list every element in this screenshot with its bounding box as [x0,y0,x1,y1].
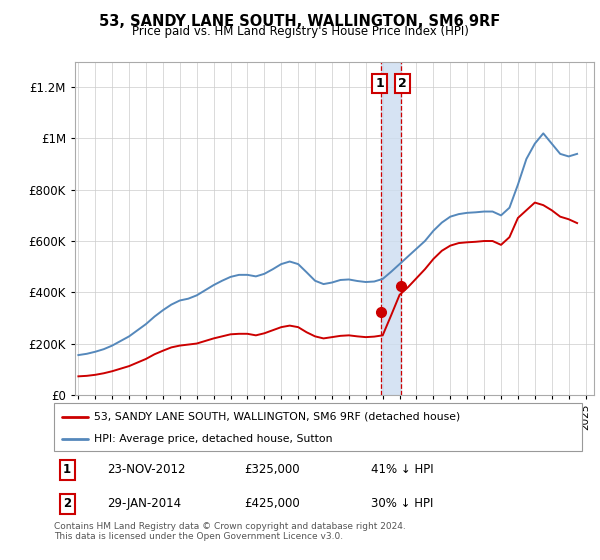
Text: HPI: Average price, detached house, Sutton: HPI: Average price, detached house, Sutt… [94,434,332,444]
FancyBboxPatch shape [54,403,582,451]
Text: 53, SANDY LANE SOUTH, WALLINGTON, SM6 9RF (detached house): 53, SANDY LANE SOUTH, WALLINGTON, SM6 9R… [94,412,460,422]
Text: £325,000: £325,000 [244,463,300,476]
Text: 30% ↓ HPI: 30% ↓ HPI [371,497,433,510]
Text: 2: 2 [63,497,71,510]
Bar [381,62,401,395]
Text: Contains HM Land Registry data © Crown copyright and database right 2024.
This d: Contains HM Land Registry data © Crown c… [54,522,406,542]
Text: 53, SANDY LANE SOUTH, WALLINGTON, SM6 9RF: 53, SANDY LANE SOUTH, WALLINGTON, SM6 9R… [100,14,500,29]
Text: Price paid vs. HM Land Registry's House Price Index (HPI): Price paid vs. HM Land Registry's House … [131,25,469,38]
Text: 23-NOV-2012: 23-NOV-2012 [107,463,185,476]
Text: 1: 1 [63,463,71,476]
Text: 41% ↓ HPI: 41% ↓ HPI [371,463,433,476]
Text: 1: 1 [375,77,384,90]
Text: 29-JAN-2014: 29-JAN-2014 [107,497,181,510]
Text: 2: 2 [398,77,407,90]
Text: £425,000: £425,000 [244,497,300,510]
